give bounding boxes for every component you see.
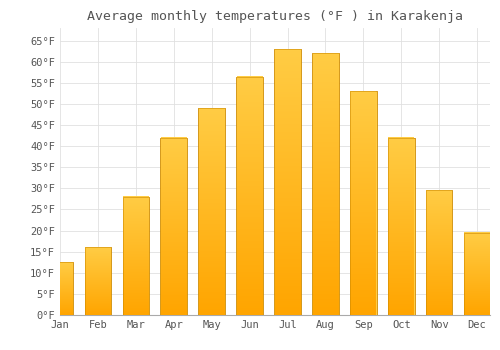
Bar [160, 138, 187, 315]
Bar [46, 262, 74, 315]
Bar [236, 77, 263, 315]
Bar [236, 77, 263, 315]
Bar [274, 49, 301, 315]
Bar [198, 108, 225, 315]
Bar [426, 190, 452, 315]
Bar [274, 49, 301, 315]
Bar [122, 197, 149, 315]
Bar [350, 91, 376, 315]
Bar [160, 138, 187, 315]
Bar [84, 247, 111, 315]
Bar [198, 108, 225, 315]
Bar [84, 247, 111, 315]
Bar [46, 262, 74, 315]
Bar [426, 190, 452, 315]
Bar [312, 53, 338, 315]
Bar [312, 53, 338, 315]
Bar [122, 197, 149, 315]
Bar [388, 138, 414, 315]
Bar [464, 233, 490, 315]
Bar [388, 138, 414, 315]
Title: Average monthly temperatures (°F ) in Karakenja: Average monthly temperatures (°F ) in Ka… [87, 10, 463, 23]
Bar [350, 91, 376, 315]
Bar [464, 233, 490, 315]
